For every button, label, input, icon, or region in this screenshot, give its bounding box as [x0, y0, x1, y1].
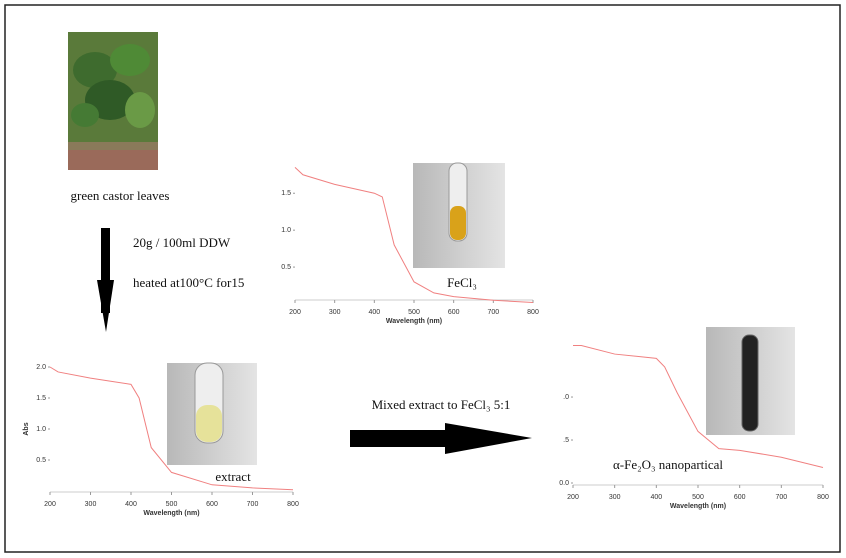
vial-label: extract	[215, 469, 251, 484]
spectrum-line	[294, 167, 534, 304]
x-tick-label: 600	[734, 494, 746, 501]
y-tick-label: 1.0	[36, 426, 46, 433]
vial-label: FeCl₃	[447, 275, 477, 290]
step-label: 20g / 100ml DDW	[133, 235, 231, 250]
x-tick-label: 800	[817, 494, 829, 501]
x-tick-label: 500	[692, 494, 704, 501]
x-tick-label: 200	[289, 309, 301, 316]
step-label: heated at100°C for15	[133, 275, 244, 290]
y-tick-label: .5	[563, 437, 569, 444]
y-tick-label: 1.5	[36, 395, 46, 402]
down-arrow	[97, 228, 114, 332]
x-tick-label: 800	[527, 309, 539, 316]
mix-label: Mixed extract to FeCl₃ 5:1	[372, 397, 511, 412]
x-tick-label: 700	[247, 501, 259, 508]
x-tick-label: 700	[487, 309, 499, 316]
vial-label: α-Fe₂O₃ nanopartical	[613, 457, 723, 472]
x-axis-label: Wavelength (nm)	[143, 510, 199, 517]
y-tick-label: 0.5	[36, 457, 46, 464]
y-tick-label: 0.0	[559, 480, 569, 487]
x-tick-label: 200	[44, 501, 56, 508]
x-tick-label: 400	[368, 309, 380, 316]
y-tick-label: 1.0	[281, 227, 291, 234]
x-tick-label: 500	[166, 501, 178, 508]
x-tick-label: 300	[85, 501, 97, 508]
right-arrow	[350, 423, 532, 454]
y-tick-label: 2.0	[36, 364, 46, 371]
y-tick-label: 1.5	[281, 190, 291, 197]
x-tick-label: 700	[775, 494, 787, 501]
x-tick-label: 400	[650, 494, 662, 501]
spectrum-line	[49, 366, 294, 491]
leaves-photo	[68, 32, 158, 170]
spectrum-line	[573, 344, 824, 469]
leaves-label: green castor leaves	[71, 188, 170, 203]
fecl3-photo	[413, 162, 505, 268]
x-tick-label: 300	[609, 494, 621, 501]
y-axis-label: Abs	[23, 422, 30, 435]
y-tick-label: .0	[563, 394, 569, 401]
x-tick-label: 200	[567, 494, 579, 501]
extract-photo	[167, 362, 257, 465]
x-tick-label: 400	[125, 501, 137, 508]
x-tick-label: 800	[287, 501, 299, 508]
x-tick-label: 600	[206, 501, 218, 508]
x-tick-label: 600	[448, 309, 460, 316]
x-axis-label: Wavelength (nm)	[670, 503, 726, 510]
x-axis-label: Wavelength (nm)	[386, 318, 442, 325]
y-tick-label: 0.5	[281, 264, 291, 271]
product-photo	[706, 327, 795, 435]
x-tick-label: 300	[329, 309, 341, 316]
x-tick-label: 500	[408, 309, 420, 316]
